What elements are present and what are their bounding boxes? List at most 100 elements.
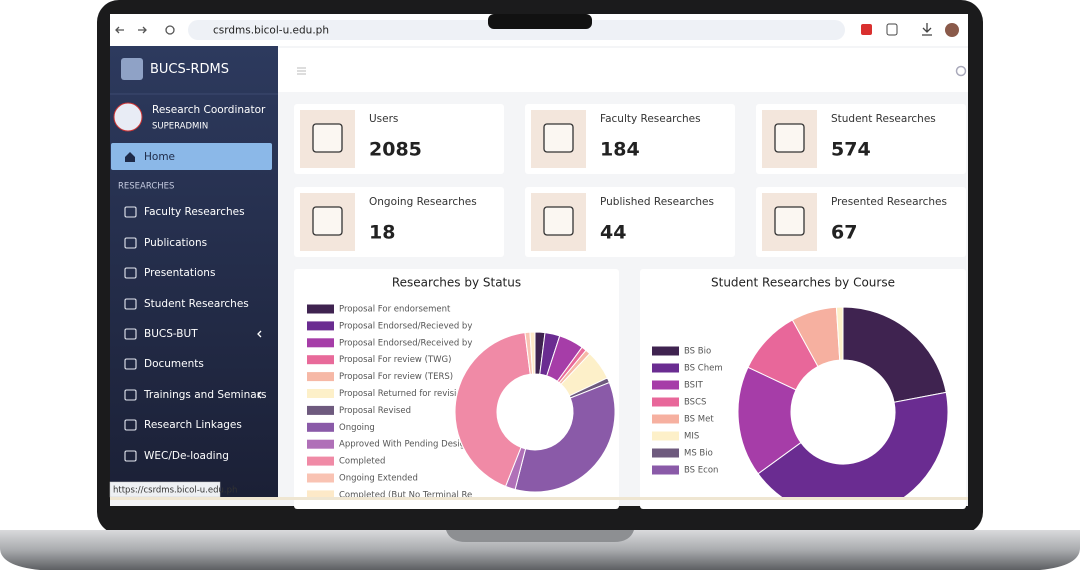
card-icon	[774, 206, 805, 236]
chart-clip: Student Researches by Course BS Bio BS Che…	[652, 276, 949, 497]
legend-swatch	[307, 439, 334, 449]
nav-item[interactable]: Student Researches	[144, 298, 249, 310]
nav-item[interactable]: Presentations	[144, 267, 215, 279]
nav-icon	[124, 328, 137, 340]
legend-swatch	[307, 321, 334, 331]
legend-label: Proposal Revised	[339, 406, 411, 416]
user-avatar	[113, 102, 143, 132]
nav-icon	[124, 389, 137, 401]
nav-icon	[124, 237, 137, 249]
user-level: SUPERADMIN	[152, 122, 208, 132]
card-value: 2085	[369, 139, 422, 161]
card-value: 67	[831, 222, 857, 244]
legend-swatch	[307, 372, 334, 382]
legend-swatch	[652, 448, 679, 458]
legend-swatch	[307, 389, 334, 398]
reload[interactable]	[165, 25, 175, 35]
legend-label: Proposal For review (TWG)	[339, 355, 451, 365]
legend-swatch	[652, 346, 679, 356]
nav-chevron	[257, 391, 262, 399]
home-icon	[125, 152, 135, 162]
legend-swatch	[652, 397, 679, 407]
donut-segment	[529, 331, 536, 375]
donut-segment	[842, 306, 947, 403]
legend-swatch	[652, 414, 679, 424]
legend-label: BS Econ	[684, 466, 718, 476]
card-icon	[312, 206, 343, 236]
legend-label: Proposal Returned for revision	[339, 389, 467, 399]
card-label: Users	[369, 113, 398, 125]
donut-segment	[757, 391, 949, 497]
nav-icon	[124, 450, 137, 462]
legend-swatch	[307, 355, 334, 365]
legend-label: Proposal Endorsed/Received by	[339, 338, 472, 348]
legend-label: Proposal For review (TERS)	[339, 372, 453, 382]
screen-edge	[110, 497, 968, 500]
legend-label: Proposal Endorsed/Recieved by	[339, 321, 472, 331]
legend-swatch	[307, 473, 334, 483]
nav-item[interactable]: WEC/De-loading	[144, 450, 229, 462]
legend-label: Proposal For endorsement	[339, 305, 451, 315]
legend-swatch	[652, 363, 679, 373]
chart-title: Researches by Status	[392, 276, 521, 290]
legend-swatch	[307, 490, 334, 497]
url-bar[interactable]	[188, 20, 845, 40]
legend-label: Ongoing	[339, 423, 375, 433]
legend-swatch	[307, 405, 334, 415]
home-active[interactable]	[111, 143, 272, 170]
card-icon	[774, 123, 805, 153]
legend-swatch	[307, 456, 334, 466]
user-role: Research Coordinator	[152, 104, 266, 116]
legend-label: Approved With Pending Designa	[339, 440, 476, 450]
legend-label: Ongoing Extended	[339, 474, 418, 484]
nav-icon	[124, 419, 137, 431]
nav-icon	[124, 267, 137, 279]
nav-icon	[124, 298, 137, 310]
nav-item[interactable]: Faculty Researches	[144, 206, 245, 218]
card-label: Published Researches	[600, 196, 714, 208]
extension-icon[interactable]	[886, 23, 898, 36]
camera-notch	[488, 14, 592, 29]
nav-item[interactable]: Research Linkages	[144, 419, 242, 431]
card-value: 184	[600, 139, 640, 161]
nav-icon	[124, 358, 137, 370]
nav-item[interactable]: Documents	[144, 358, 204, 370]
card-label: Student Researches	[831, 113, 936, 125]
brand-logo	[121, 58, 143, 80]
nav-item[interactable]: BUCS-BUT	[144, 328, 198, 340]
chart-clip: Researches by Status Proposal For endorse…	[307, 276, 616, 497]
card-value: 44	[600, 222, 626, 244]
laptop-base	[0, 530, 1080, 570]
legend-label: BSCS	[684, 398, 706, 408]
card-label: Ongoing Researches	[369, 196, 477, 208]
chart-title: Student Researches by Course	[711, 276, 895, 290]
card-icon	[543, 123, 574, 153]
extension-icon[interactable]	[861, 24, 872, 35]
legend-swatch	[307, 422, 334, 432]
card-label: Presented Researches	[831, 196, 947, 208]
legend-swatch	[652, 465, 679, 475]
profile-avatar[interactable]	[945, 23, 959, 37]
legend-label: BS Bio	[684, 347, 711, 357]
nav-item[interactable]: Publications	[144, 237, 207, 249]
nav-chevron	[257, 330, 262, 338]
menu-toggle[interactable]	[297, 67, 306, 75]
legend-label: MIS	[684, 432, 699, 442]
settings-icon[interactable]	[955, 65, 967, 77]
legend-label: BSIT	[684, 381, 704, 391]
chart-panel	[294, 269, 619, 509]
card-value: 574	[831, 139, 871, 161]
legend-swatch	[307, 304, 334, 314]
nav-arrows[interactable]	[115, 26, 147, 34]
legend-label: BS Chem	[684, 364, 723, 374]
download-icon[interactable]	[922, 23, 932, 36]
legend-swatch	[652, 431, 679, 441]
nav-home[interactable]: Home	[144, 151, 175, 163]
status-url: https://csrdms.bicol-u.edu.ph	[113, 486, 237, 496]
base-notch	[446, 530, 634, 542]
nav-section: RESEARCHES	[118, 182, 174, 192]
donut-segment	[514, 381, 616, 493]
nav-item[interactable]: Trainings and Seminars	[143, 389, 266, 401]
card-icon	[312, 123, 343, 153]
